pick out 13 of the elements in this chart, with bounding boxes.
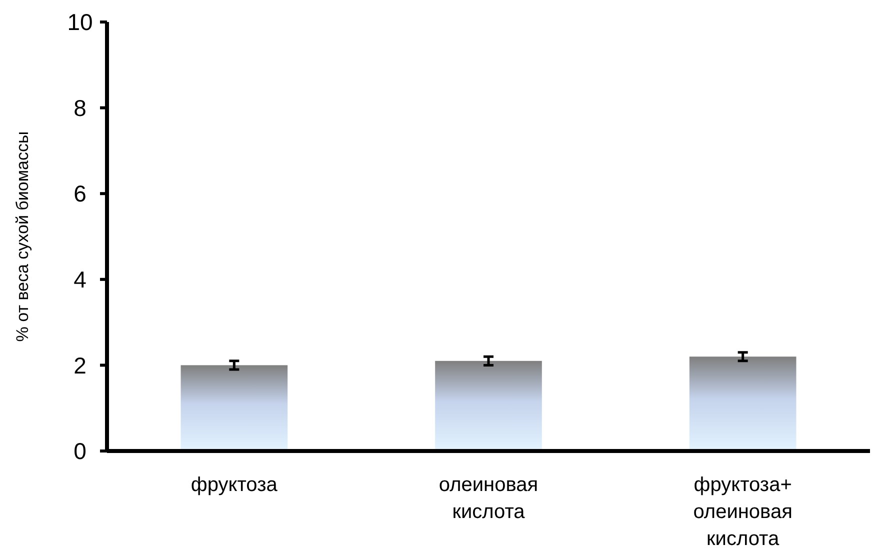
y-tick-label: 8 [74,94,86,121]
y-tick-label: 2 [74,352,86,378]
bar [180,365,288,451]
y-axis-title: % от веса сухой биомассы [12,131,32,342]
bar [689,356,796,451]
x-tick-label: олеиновая кислота [438,474,538,523]
y-tick-label: 4 [74,266,87,292]
x-tick-label: фруктоза+ олеиновая кислота [693,474,792,550]
y-tick-label: 10 [67,9,93,36]
x-tick-label: фруктоза [190,474,278,496]
y-tick-label: 0 [74,438,86,464]
y-tick-label: 6 [74,180,86,207]
bar [435,360,542,451]
